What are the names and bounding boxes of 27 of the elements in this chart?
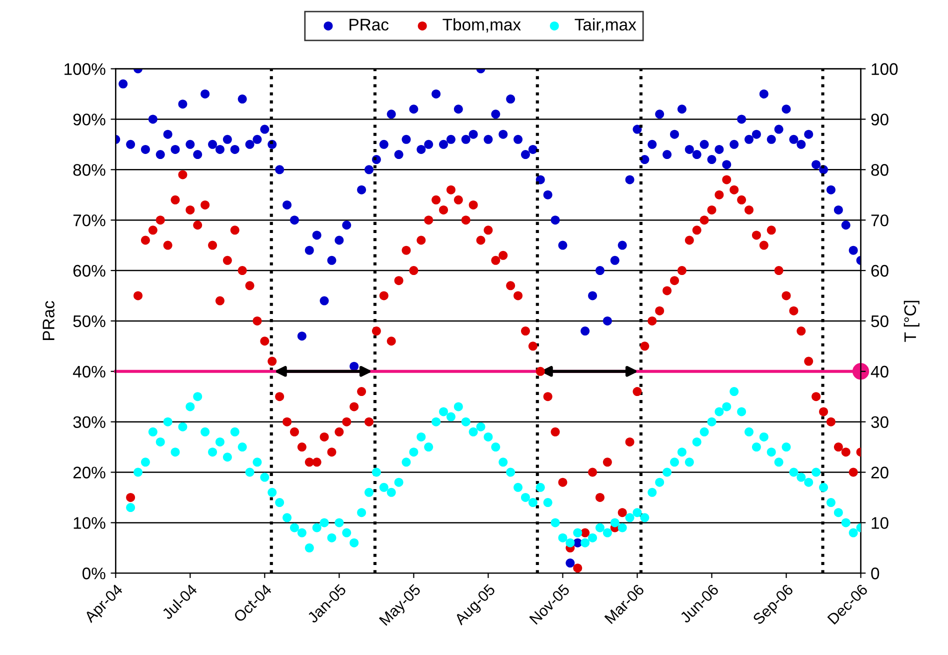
- y2-tick-label: 80: [871, 164, 888, 176]
- y2-tick-label: 40: [870, 366, 888, 378]
- y2-axis-title: T [°C]: [904, 300, 920, 342]
- y2-tick-label: 70: [871, 214, 888, 226]
- y-tick-label: 100%: [64, 63, 106, 75]
- y-tick-label: 60%: [73, 264, 106, 277]
- y2-tick-label: 30: [871, 416, 888, 428]
- y2-tick-label: 50: [871, 315, 888, 328]
- legend-label: PRac: [350, 18, 389, 31]
- y2-tick-label: 90: [871, 114, 888, 126]
- y-tick-label: 30%: [73, 416, 106, 428]
- y-tick-label: 50%: [73, 315, 106, 328]
- y-tick-label: 10%: [74, 517, 106, 529]
- y-axis-title: PRac: [42, 301, 54, 340]
- y2-tick-label: 60: [871, 264, 888, 277]
- legend-label: Tbom,max: [442, 18, 521, 32]
- y2-tick-label: 100: [872, 63, 898, 75]
- y-tick-label: 70%: [73, 214, 106, 226]
- y2-tick-label: 0: [871, 568, 880, 580]
- legend-label: Tair,max: [574, 18, 636, 32]
- y-tick-label: 90%: [73, 114, 106, 126]
- y-tick-label: 40%: [72, 366, 106, 378]
- y-tick-label: 0%: [82, 568, 106, 580]
- y-tick-label: 80%: [73, 164, 106, 176]
- y2-tick-label: 20: [871, 466, 888, 478]
- y-tick-label: 20%: [73, 466, 106, 478]
- y2-tick-label: 10: [872, 517, 888, 529]
